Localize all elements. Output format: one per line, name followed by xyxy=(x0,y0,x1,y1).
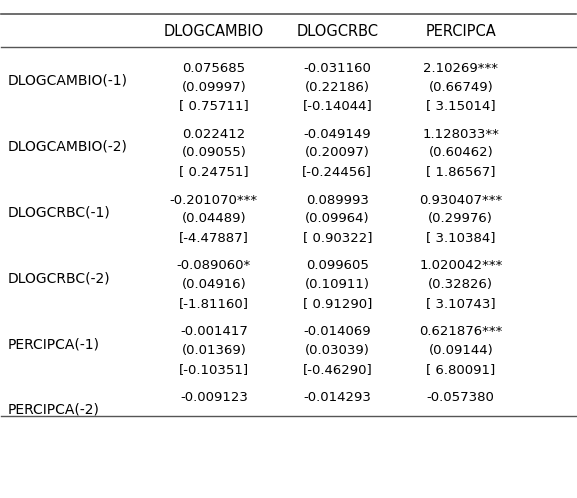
Text: [ 3.15014]: [ 3.15014] xyxy=(426,100,496,113)
Text: -0.001417: -0.001417 xyxy=(180,325,248,338)
Text: DLOGCRBC: DLOGCRBC xyxy=(297,24,379,39)
Text: 0.621876***: 0.621876*** xyxy=(419,325,503,338)
Text: [ 1.86567]: [ 1.86567] xyxy=(426,165,496,178)
Text: 1.128033**: 1.128033** xyxy=(422,127,499,140)
Text: -0.009123: -0.009123 xyxy=(180,391,248,404)
Text: DLOGCAMBIO(-2): DLOGCAMBIO(-2) xyxy=(7,139,127,153)
Text: 0.075685: 0.075685 xyxy=(182,62,245,75)
Text: PERCIPCA: PERCIPCA xyxy=(425,24,496,39)
Text: [ 0.24751]: [ 0.24751] xyxy=(179,165,249,178)
Text: [ 6.80091]: [ 6.80091] xyxy=(426,363,496,376)
Text: [ 0.91290]: [ 0.91290] xyxy=(302,297,372,310)
Text: (0.10911): (0.10911) xyxy=(305,278,370,291)
Text: DLOGCAMBIO(-1): DLOGCAMBIO(-1) xyxy=(7,74,127,88)
Text: (0.09964): (0.09964) xyxy=(305,212,370,226)
Text: (0.01369): (0.01369) xyxy=(181,344,246,357)
Text: (0.03039): (0.03039) xyxy=(305,344,370,357)
Text: [ 3.10743]: [ 3.10743] xyxy=(426,297,496,310)
Text: -0.031160: -0.031160 xyxy=(304,62,371,75)
Text: 0.099605: 0.099605 xyxy=(306,259,369,272)
Text: (0.32826): (0.32826) xyxy=(428,278,493,291)
Text: [ 3.10384]: [ 3.10384] xyxy=(426,231,496,244)
Text: (0.20097): (0.20097) xyxy=(305,146,370,159)
Text: -0.089060*: -0.089060* xyxy=(177,259,251,272)
Text: (0.29976): (0.29976) xyxy=(428,212,493,226)
Text: (0.66749): (0.66749) xyxy=(428,81,493,94)
Text: (0.09144): (0.09144) xyxy=(428,344,493,357)
Text: (0.09997): (0.09997) xyxy=(182,81,246,94)
Text: -0.049149: -0.049149 xyxy=(304,127,371,140)
Text: (0.22186): (0.22186) xyxy=(305,81,370,94)
Text: [-0.24456]: [-0.24456] xyxy=(302,165,372,178)
Text: 0.930407***: 0.930407*** xyxy=(419,194,503,207)
Text: (0.09055): (0.09055) xyxy=(181,146,246,159)
Text: PERCIPCA(-2): PERCIPCA(-2) xyxy=(7,403,99,417)
Text: [ 0.90322]: [ 0.90322] xyxy=(302,231,372,244)
Text: -0.057380: -0.057380 xyxy=(427,391,494,404)
Text: -0.201070***: -0.201070*** xyxy=(170,194,258,207)
Text: -0.014069: -0.014069 xyxy=(304,325,371,338)
Text: [-0.10351]: [-0.10351] xyxy=(179,363,249,376)
Text: (0.60462): (0.60462) xyxy=(428,146,493,159)
Text: (0.04489): (0.04489) xyxy=(182,212,246,226)
Text: 1.020042***: 1.020042*** xyxy=(419,259,503,272)
Text: PERCIPCA(-1): PERCIPCA(-1) xyxy=(7,337,99,351)
Text: 0.089993: 0.089993 xyxy=(306,194,369,207)
Text: 0.022412: 0.022412 xyxy=(182,127,245,140)
Text: (0.04916): (0.04916) xyxy=(182,278,246,291)
Text: 2.10269***: 2.10269*** xyxy=(424,62,499,75)
Text: [-1.81160]: [-1.81160] xyxy=(179,297,249,310)
Text: [-0.46290]: [-0.46290] xyxy=(302,363,372,376)
Text: [-4.47887]: [-4.47887] xyxy=(179,231,249,244)
Text: -0.014293: -0.014293 xyxy=(304,391,371,404)
Text: [-0.14044]: [-0.14044] xyxy=(302,100,372,113)
Text: [ 0.75711]: [ 0.75711] xyxy=(179,100,249,113)
Text: DLOGCRBC(-2): DLOGCRBC(-2) xyxy=(7,271,110,285)
Text: DLOGCAMBIO: DLOGCAMBIO xyxy=(164,24,264,39)
Text: DLOGCRBC(-1): DLOGCRBC(-1) xyxy=(7,205,110,219)
